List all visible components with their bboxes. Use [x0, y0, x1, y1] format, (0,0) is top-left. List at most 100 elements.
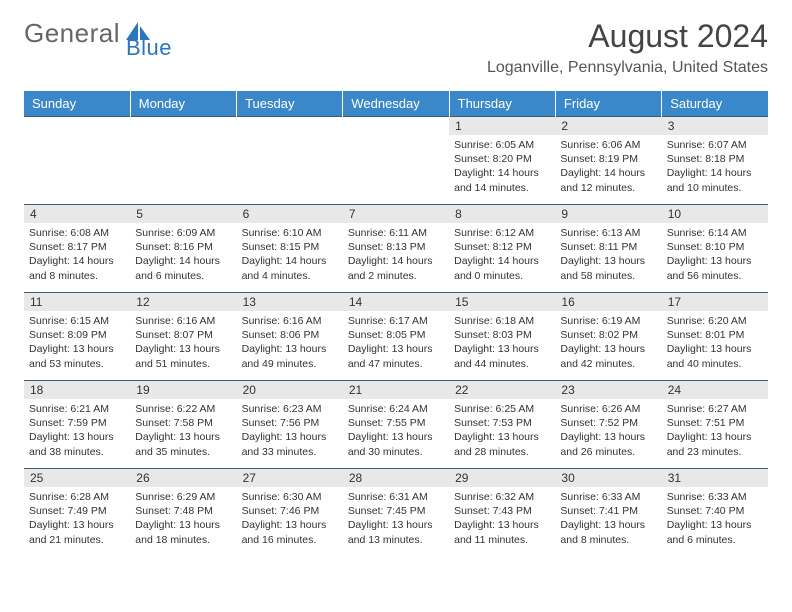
daylight-text: Daylight: 13 hours and 16 minutes. [242, 518, 338, 546]
day-body: Sunrise: 6:18 AMSunset: 8:03 PMDaylight:… [449, 311, 555, 374]
day-number: 1 [449, 117, 555, 135]
calendar-day-cell: 3Sunrise: 6:07 AMSunset: 8:18 PMDaylight… [662, 117, 768, 205]
daylight-text: Daylight: 13 hours and 13 minutes. [348, 518, 444, 546]
sunrise-text: Sunrise: 6:16 AM [135, 314, 231, 328]
sunrise-text: Sunrise: 6:09 AM [135, 226, 231, 240]
sunrise-text: Sunrise: 6:05 AM [454, 138, 550, 152]
sunrise-text: Sunrise: 6:32 AM [454, 490, 550, 504]
day-number: 29 [449, 469, 555, 487]
calendar-day-cell [24, 117, 130, 205]
calendar-day-cell: 1Sunrise: 6:05 AMSunset: 8:20 PMDaylight… [449, 117, 555, 205]
day-number: 24 [662, 381, 768, 399]
day-body: Sunrise: 6:07 AMSunset: 8:18 PMDaylight:… [662, 135, 768, 198]
day-number: 14 [343, 293, 449, 311]
day-body: Sunrise: 6:11 AMSunset: 8:13 PMDaylight:… [343, 223, 449, 286]
daylight-text: Daylight: 13 hours and 35 minutes. [135, 430, 231, 458]
calendar-day-cell: 7Sunrise: 6:11 AMSunset: 8:13 PMDaylight… [343, 205, 449, 293]
daylight-text: Daylight: 14 hours and 10 minutes. [667, 166, 763, 194]
calendar-day-cell: 13Sunrise: 6:16 AMSunset: 8:06 PMDayligh… [237, 293, 343, 381]
calendar-day-cell: 28Sunrise: 6:31 AMSunset: 7:45 PMDayligh… [343, 469, 449, 557]
daylight-text: Daylight: 13 hours and 56 minutes. [667, 254, 763, 282]
calendar-day-cell: 6Sunrise: 6:10 AMSunset: 8:15 PMDaylight… [237, 205, 343, 293]
daylight-text: Daylight: 13 hours and 23 minutes. [667, 430, 763, 458]
day-body: Sunrise: 6:12 AMSunset: 8:12 PMDaylight:… [449, 223, 555, 286]
calendar-header-row: SundayMondayTuesdayWednesdayThursdayFrid… [24, 91, 768, 117]
day-body: Sunrise: 6:09 AMSunset: 8:16 PMDaylight:… [130, 223, 236, 286]
sunrise-text: Sunrise: 6:15 AM [29, 314, 125, 328]
day-number: 28 [343, 469, 449, 487]
day-number: 23 [555, 381, 661, 399]
calendar-day-cell: 17Sunrise: 6:20 AMSunset: 8:01 PMDayligh… [662, 293, 768, 381]
day-body: Sunrise: 6:10 AMSunset: 8:15 PMDaylight:… [237, 223, 343, 286]
sunset-text: Sunset: 8:20 PM [454, 152, 550, 166]
calendar-week-row: 11Sunrise: 6:15 AMSunset: 8:09 PMDayligh… [24, 293, 768, 381]
day-body: Sunrise: 6:19 AMSunset: 8:02 PMDaylight:… [555, 311, 661, 374]
daylight-text: Daylight: 14 hours and 0 minutes. [454, 254, 550, 282]
sunset-text: Sunset: 7:43 PM [454, 504, 550, 518]
day-number: 11 [24, 293, 130, 311]
sunrise-text: Sunrise: 6:11 AM [348, 226, 444, 240]
day-header: Tuesday [237, 91, 343, 117]
daylight-text: Daylight: 13 hours and 6 minutes. [667, 518, 763, 546]
sunrise-text: Sunrise: 6:14 AM [667, 226, 763, 240]
calendar-day-cell: 25Sunrise: 6:28 AMSunset: 7:49 PMDayligh… [24, 469, 130, 557]
calendar-day-cell: 19 Sunrise: 6:22 AMSunset: 7:58 PMDayligh… [130, 381, 236, 469]
logo: General Blue [24, 18, 198, 49]
day-body: Sunrise: 6:24 AMSunset: 7:55 PMDaylight:… [343, 399, 449, 462]
sunset-text: Sunset: 7:48 PM [135, 504, 231, 518]
daylight-text: Daylight: 13 hours and 58 minutes. [560, 254, 656, 282]
day-body: Sunrise: 6:15 AMSunset: 8:09 PMDaylight:… [24, 311, 130, 374]
calendar-day-cell: 20Sunrise: 6:23 AMSunset: 7:56 PMDayligh… [237, 381, 343, 469]
sunrise-text: Sunrise: 6:20 AM [667, 314, 763, 328]
daylight-text: Daylight: 14 hours and 12 minutes. [560, 166, 656, 194]
calendar-day-cell: 24Sunrise: 6:27 AMSunset: 7:51 PMDayligh… [662, 381, 768, 469]
sunrise-text: Sunrise: 6:22 AM [135, 402, 231, 416]
sunrise-text: Sunrise: 6:21 AM [29, 402, 125, 416]
sunrise-text: Sunrise: 6:16 AM [242, 314, 338, 328]
sunrise-text: Sunrise: 6:28 AM [29, 490, 125, 504]
day-number: 27 [237, 469, 343, 487]
day-number: 15 [449, 293, 555, 311]
daylight-text: Daylight: 14 hours and 8 minutes. [29, 254, 125, 282]
sunset-text: Sunset: 8:03 PM [454, 328, 550, 342]
day-body: Sunrise: 6:32 AMSunset: 7:43 PMDaylight:… [449, 487, 555, 550]
calendar-day-cell: 11Sunrise: 6:15 AMSunset: 8:09 PMDayligh… [24, 293, 130, 381]
sunset-text: Sunset: 8:01 PM [667, 328, 763, 342]
calendar-day-cell [130, 117, 236, 205]
sunset-text: Sunset: 8:07 PM [135, 328, 231, 342]
calendar-day-cell: 15Sunrise: 6:18 AMSunset: 8:03 PMDayligh… [449, 293, 555, 381]
sunrise-text: Sunrise: 6:17 AM [348, 314, 444, 328]
sunset-text: Sunset: 8:13 PM [348, 240, 444, 254]
sunset-text: Sunset: 7:56 PM [242, 416, 338, 430]
day-number: 19 [130, 381, 236, 399]
day-number: 12 [130, 293, 236, 311]
day-body: Sunrise: 6:14 AMSunset: 8:10 PMDaylight:… [662, 223, 768, 286]
sunset-text: Sunset: 7:53 PM [454, 416, 550, 430]
sunset-text: Sunset: 8:06 PM [242, 328, 338, 342]
page-header: General Blue August 2024 Loganville, Pen… [24, 18, 768, 81]
day-header: Saturday [662, 91, 768, 117]
sunset-text: Sunset: 7:51 PM [667, 416, 763, 430]
day-body: Sunrise: 6:28 AMSunset: 7:49 PMDaylight:… [24, 487, 130, 550]
day-body: Sunrise: 6:29 AMSunset: 7:48 PMDaylight:… [130, 487, 236, 550]
calendar-body: 1 Sunrise: 6:05 AMSunset: 8:20 PM Daylight… [24, 117, 768, 557]
sunrise-text: Sunrise: 6:12 AM [454, 226, 550, 240]
sunset-text: Sunset: 8:18 PM [667, 152, 763, 166]
daylight-text: Daylight: 13 hours and 42 minutes. [560, 342, 656, 370]
day-body: Sunrise: 6:20 AMSunset: 8:01 PMDaylight:… [662, 311, 768, 374]
sunset-text: Sunset: 7:58 PM [135, 416, 231, 430]
calendar-week-row: 1 Sunrise: 6:05 AMSunset: 8:20 PM Daylight… [24, 117, 768, 205]
calendar-day-cell: 29Sunrise: 6:32 AMSunset: 7:43 PMDayligh… [449, 469, 555, 557]
day-number: 6 [237, 205, 343, 223]
sunrise-text: Sunrise: 6:25 AM [454, 402, 550, 416]
daylight-text: Daylight: 13 hours and 21 minutes. [29, 518, 125, 546]
day-number: 9 [555, 205, 661, 223]
sunset-text: Sunset: 7:49 PM [29, 504, 125, 518]
day-body: Sunrise: 6:33 AMSunset: 7:40 PMDaylight:… [662, 487, 768, 550]
sunrise-text: Sunrise: 6:26 AM [560, 402, 656, 416]
daylight-text: Daylight: 13 hours and 26 minutes. [560, 430, 656, 458]
sunset-text: Sunset: 7:45 PM [348, 504, 444, 518]
daylight-text: Daylight: 13 hours and 30 minutes. [348, 430, 444, 458]
sunset-text: Sunset: 7:40 PM [667, 504, 763, 518]
calendar-week-row: 18Sunrise: 6:21 AMSunset: 7:59 PMDayligh… [24, 381, 768, 469]
